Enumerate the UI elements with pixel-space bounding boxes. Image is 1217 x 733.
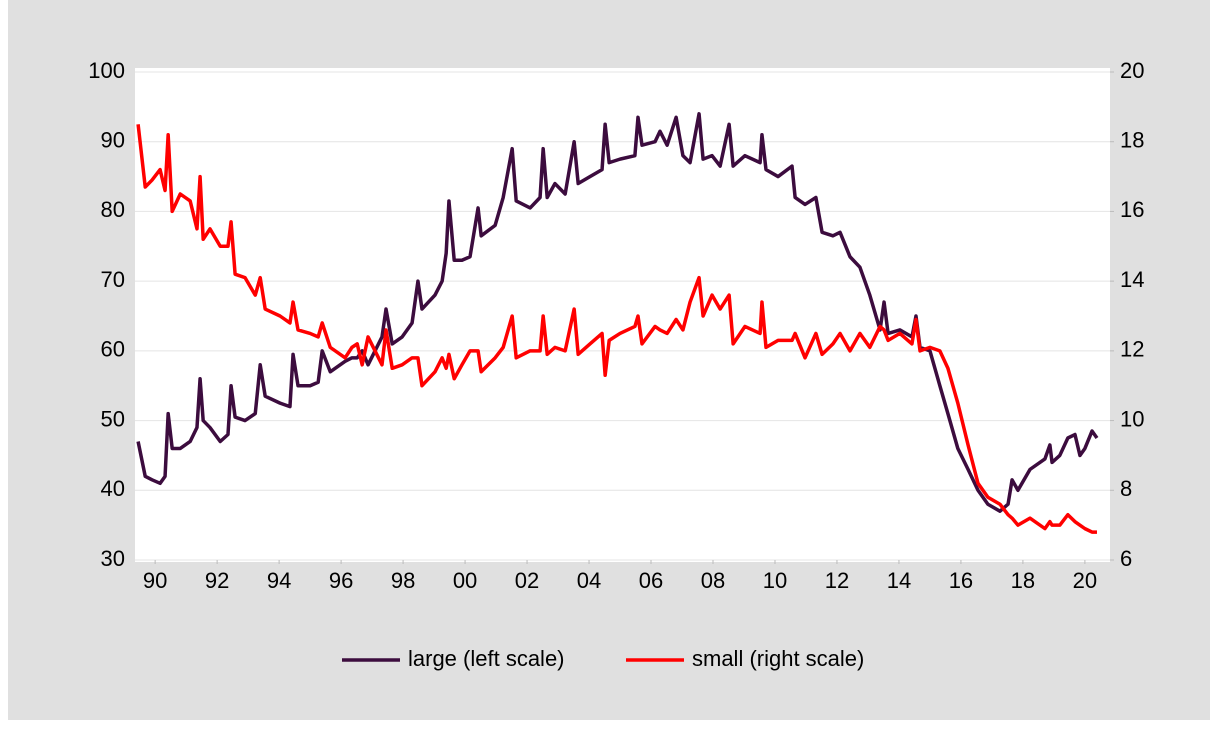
y-tick-label: 90 — [101, 128, 125, 153]
line-series — [136, 112, 1099, 513]
y-tick-label: 30 — [101, 546, 125, 571]
legend-label: large (left scale) — [408, 646, 565, 671]
y-tick-label: 40 — [101, 476, 125, 501]
x-tick-label: 12 — [825, 568, 849, 593]
y-tick-label: 80 — [101, 197, 125, 222]
y2-tick-label: 16 — [1120, 197, 1144, 222]
x-tick-label: 06 — [639, 568, 663, 593]
line-series — [136, 124, 1097, 534]
y2-tick-label: 6 — [1120, 546, 1132, 571]
plot-area — [135, 68, 1110, 562]
y2-tick-label: 20 — [1120, 58, 1144, 83]
x-tick-label: 98 — [391, 568, 415, 593]
x-tick-label: 10 — [763, 568, 787, 593]
y2-tick-label: 12 — [1120, 337, 1144, 362]
x-tick-label: 02 — [515, 568, 539, 593]
y2-tick-label: 14 — [1120, 267, 1144, 292]
x-tick-label: 08 — [701, 568, 725, 593]
y-tick-label: 70 — [101, 267, 125, 292]
y2-tick-label: 10 — [1120, 406, 1144, 431]
y-tick-label: 100 — [88, 58, 125, 83]
x-tick-label: 90 — [143, 568, 167, 593]
x-tick-label: 96 — [329, 568, 353, 593]
x-tick-label: 94 — [267, 568, 291, 593]
x-tick-label: 16 — [949, 568, 973, 593]
y2-tick-label: 18 — [1120, 128, 1144, 153]
x-tick-label: 04 — [577, 568, 601, 593]
y-tick-label: 50 — [101, 406, 125, 431]
x-tick-label: 18 — [1011, 568, 1035, 593]
x-tick-label: 20 — [1073, 568, 1097, 593]
y-tick-label: 60 — [101, 337, 125, 362]
y2-tick-label: 8 — [1120, 476, 1132, 501]
x-tick-label: 14 — [887, 568, 911, 593]
x-tick-label: 00 — [453, 568, 477, 593]
x-tick-label: 92 — [205, 568, 229, 593]
legend-label: small (right scale) — [692, 646, 864, 671]
